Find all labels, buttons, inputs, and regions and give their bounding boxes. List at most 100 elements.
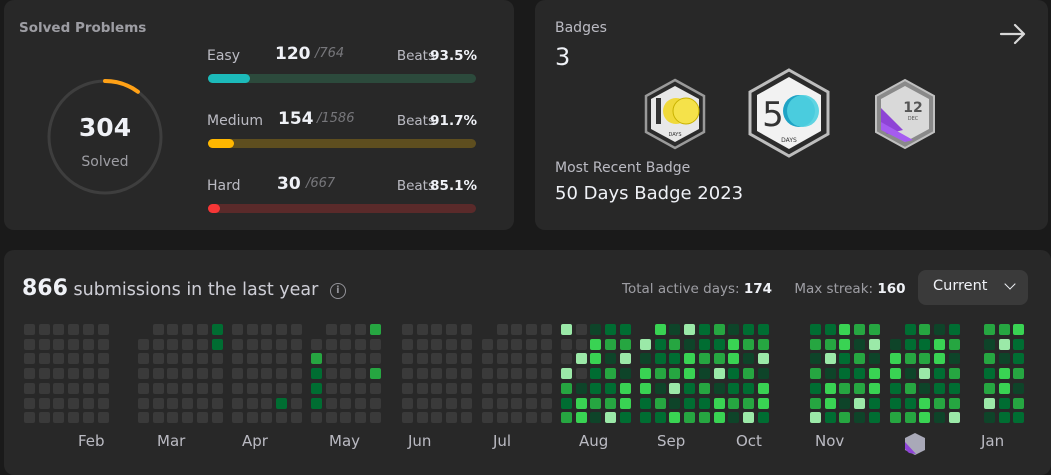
heatmap-cell[interactable] <box>340 382 352 394</box>
heatmap-cell[interactable] <box>167 368 179 380</box>
heatmap-cell[interactable] <box>904 397 916 409</box>
heatmap-cell[interactable] <box>669 324 681 335</box>
heatmap-cell[interactable] <box>261 338 273 350</box>
heatmap-cell[interactable] <box>431 324 443 335</box>
heatmap-cell[interactable] <box>276 324 288 335</box>
heatmap-cell[interactable] <box>984 382 995 394</box>
heatmap-cell[interactable] <box>290 368 302 380</box>
heatmap-cell[interactable] <box>355 353 367 365</box>
heatmap-cell[interactable] <box>68 338 80 350</box>
heatmap-cell[interactable] <box>540 353 552 365</box>
heatmap-cell[interactable] <box>496 412 508 424</box>
heatmap-cell[interactable] <box>416 324 428 335</box>
heatmap-cell[interactable] <box>998 324 1010 335</box>
heatmap-cell[interactable] <box>24 324 35 335</box>
heatmap-cell[interactable] <box>496 353 508 365</box>
heatmap-cell[interactable] <box>839 338 851 350</box>
heatmap-cell[interactable] <box>1013 368 1025 380</box>
heatmap-cell[interactable] <box>182 397 194 409</box>
heatmap-cell[interactable] <box>290 324 302 335</box>
heatmap-cell[interactable] <box>152 324 164 335</box>
heatmap-cell[interactable] <box>890 397 901 409</box>
heatmap-cell[interactable] <box>868 397 880 409</box>
heatmap-cell[interactable] <box>38 412 50 424</box>
heatmap-cell[interactable] <box>68 382 80 394</box>
heatmap-cell[interactable] <box>605 397 617 409</box>
heatmap-cell[interactable] <box>416 353 428 365</box>
heatmap-cell[interactable] <box>261 382 273 394</box>
heatmap-cell[interactable] <box>810 324 821 335</box>
heatmap-cell[interactable] <box>605 353 617 365</box>
heatmap-cell[interactable] <box>854 368 866 380</box>
heatmap-cell[interactable] <box>561 368 572 380</box>
heatmap-cell[interactable] <box>669 412 681 424</box>
heatmap-cell[interactable] <box>998 338 1010 350</box>
heatmap-cell[interactable] <box>698 397 710 409</box>
heatmap-cell[interactable] <box>728 397 740 409</box>
heatmap-cell[interactable] <box>540 338 552 350</box>
heatmap-cell[interactable] <box>698 382 710 394</box>
heatmap-cell[interactable] <box>561 353 572 365</box>
heatmap-cell[interactable] <box>53 412 65 424</box>
heatmap-cell[interactable] <box>38 382 50 394</box>
heatmap-cell[interactable] <box>810 397 821 409</box>
arrow-right-icon[interactable] <box>997 18 1029 50</box>
heatmap-cell[interactable] <box>24 353 35 365</box>
heatmap-cell[interactable] <box>38 368 50 380</box>
heatmap-cell[interactable] <box>246 353 258 365</box>
heatmap-cell[interactable] <box>757 368 769 380</box>
heatmap-cell[interactable] <box>211 412 223 424</box>
heatmap-cell[interactable] <box>868 338 880 350</box>
heatmap-cell[interactable] <box>290 382 302 394</box>
heatmap-cell[interactable] <box>290 412 302 424</box>
heatmap-cell[interactable] <box>684 397 696 409</box>
heatmap-cell[interactable] <box>854 397 866 409</box>
heatmap-cell[interactable] <box>742 338 754 350</box>
heatmap-cell[interactable] <box>460 338 472 350</box>
heatmap-cell[interactable] <box>984 353 995 365</box>
heatmap-cell[interactable] <box>431 368 443 380</box>
heatmap-cell[interactable] <box>839 382 851 394</box>
heatmap-cell[interactable] <box>82 368 94 380</box>
heatmap-cell[interactable] <box>934 338 946 350</box>
heatmap-cell[interactable] <box>684 382 696 394</box>
heatmap-cell[interactable] <box>575 397 587 409</box>
heatmap-cell[interactable] <box>757 382 769 394</box>
heatmap-cell[interactable] <box>590 397 602 409</box>
heatmap-cell[interactable] <box>167 382 179 394</box>
heatmap-cell[interactable] <box>824 368 836 380</box>
heatmap-cell[interactable] <box>460 324 472 335</box>
heatmap-cell[interactable] <box>511 338 523 350</box>
heatmap-cell[interactable] <box>460 397 472 409</box>
heatmap-cell[interactable] <box>728 338 740 350</box>
heatmap-cell[interactable] <box>496 368 508 380</box>
heatmap-cell[interactable] <box>1013 353 1025 365</box>
heatmap-cell[interactable] <box>590 338 602 350</box>
heatmap-cell[interactable] <box>138 368 149 380</box>
heatmap-cell[interactable] <box>526 412 538 424</box>
heatmap-cell[interactable] <box>561 324 572 335</box>
heatmap-cell[interactable] <box>684 338 696 350</box>
heatmap-cell[interactable] <box>82 324 94 335</box>
heatmap-cell[interactable] <box>232 382 243 394</box>
heatmap-cell[interactable] <box>640 353 651 365</box>
heatmap-cell[interactable] <box>246 382 258 394</box>
heatmap-cell[interactable] <box>460 382 472 394</box>
heatmap-cell[interactable] <box>511 382 523 394</box>
heatmap-cell[interactable] <box>311 338 322 350</box>
heatmap-cell[interactable] <box>561 338 572 350</box>
heatmap-cell[interactable] <box>196 382 208 394</box>
heatmap-cell[interactable] <box>890 412 901 424</box>
heatmap-cell[interactable] <box>82 412 94 424</box>
heatmap-cell[interactable] <box>757 412 769 424</box>
heatmap-cell[interactable] <box>311 382 322 394</box>
heatmap-cell[interactable] <box>138 412 149 424</box>
heatmap-cell[interactable] <box>824 338 836 350</box>
heatmap-cell[interactable] <box>482 397 493 409</box>
heatmap-cell[interactable] <box>355 397 367 409</box>
heatmap-cell[interactable] <box>669 382 681 394</box>
heatmap-cell[interactable] <box>810 353 821 365</box>
heatmap-cell[interactable] <box>196 324 208 335</box>
heatmap-cell[interactable] <box>138 338 149 350</box>
heatmap-cell[interactable] <box>325 324 337 335</box>
